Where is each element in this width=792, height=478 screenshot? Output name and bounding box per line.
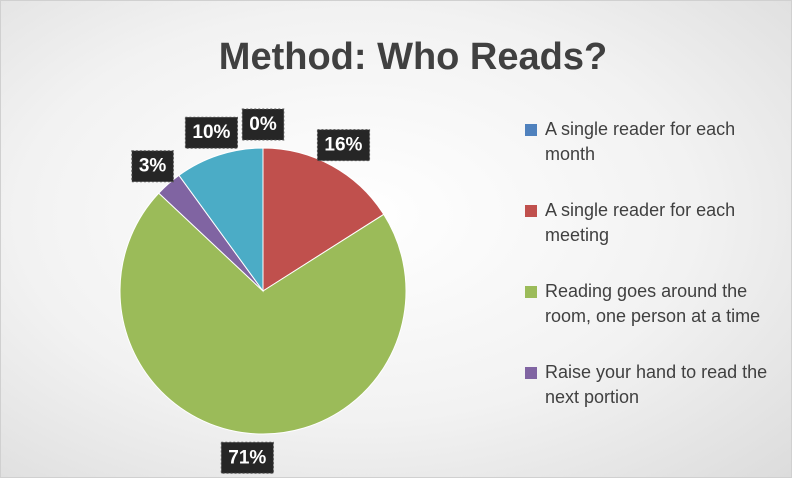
legend-swatch [525,286,537,298]
data-label: 0% [241,108,285,141]
data-label-box [220,441,274,474]
pie-slice [119,192,407,435]
data-label-box [316,129,371,162]
legend: A single reader for each month A single r… [525,117,775,441]
pie-slice [262,147,385,292]
data-label: 71% [220,441,274,474]
data-label-text: 0% [249,114,277,135]
data-label-box [131,150,174,183]
pie-slice [178,147,264,293]
legend-swatch [525,367,537,379]
data-label-text: 3% [139,156,167,177]
data-label: 10% [184,116,239,149]
legend-entry: Reading goes around the room, one person… [525,279,775,329]
legend-label: Reading goes around the room, one person… [545,281,761,326]
data-label-text: 71% [228,447,266,468]
data-label-text: 16% [324,135,362,156]
legend-entry: Raise your hand to read the next portion [525,360,775,410]
data-label-box [184,116,239,149]
data-label: 3% [131,150,174,183]
legend-entry: A single reader for each month [525,117,775,167]
data-label: 16% [316,129,371,162]
legend-swatch [525,205,537,217]
legend-entry: A single reader for each meeting [525,198,775,248]
legend-label: A single reader for each month [545,119,736,164]
data-label-text: 10% [192,122,230,143]
data-label-box [241,108,285,141]
legend-label: Raise your hand to read the next portion [545,362,768,407]
chart-title: Method: Who Reads? [219,36,607,78]
legend-swatch [525,124,537,136]
legend-label: A single reader for each meeting [545,200,736,245]
